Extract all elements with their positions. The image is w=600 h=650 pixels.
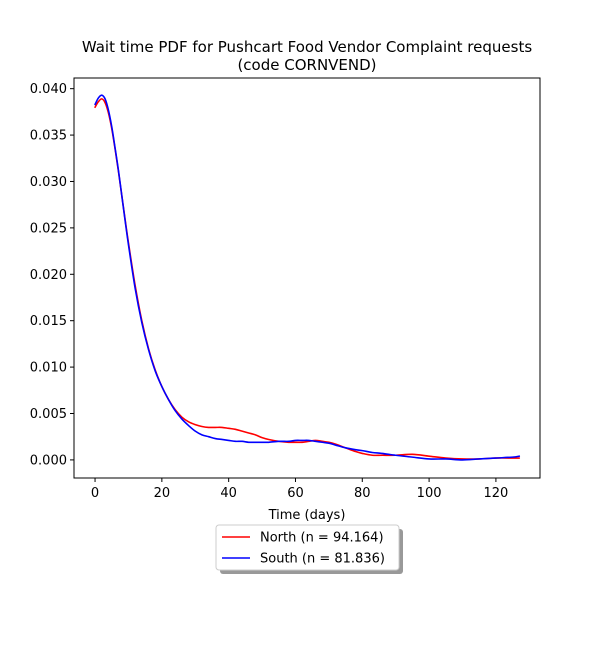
y-tick-label: 0.005 xyxy=(30,407,67,422)
series-line-south xyxy=(94,94,521,461)
x-tick-label: 100 xyxy=(417,486,442,501)
y-tick-label: 0.015 xyxy=(30,314,67,329)
legend-label-north: North (n = 94.164) xyxy=(260,531,384,546)
legend: North (n = 94.164) South (n = 81.836) xyxy=(215,524,403,574)
x-tick-label: 40 xyxy=(220,486,237,501)
x-tick-label: 80 xyxy=(354,486,371,501)
plot-lines xyxy=(94,94,521,461)
y-tick-label: 0.000 xyxy=(30,453,67,468)
x-tick-label: 0 xyxy=(91,486,99,501)
x-tick-label: 60 xyxy=(287,486,304,501)
legend-entries: North (n = 94.164) South (n = 81.836) xyxy=(222,531,385,567)
y-tick-label: 0.010 xyxy=(30,361,67,376)
y-tick-label: 0.030 xyxy=(30,175,67,190)
x-tick-label: 20 xyxy=(154,486,171,501)
x-tick-label: 120 xyxy=(483,486,508,501)
legend-box xyxy=(215,524,400,571)
plot-frame xyxy=(73,77,541,479)
y-axis-ticks: 0.000 0.005 0.010 0.015 0.020 0.025 0.030 0.035… xyxy=(30,82,74,468)
y-tick-label: 0.020 xyxy=(30,268,67,283)
series-line-north xyxy=(94,98,521,460)
legend-label-south: South (n = 81.836) xyxy=(260,552,385,567)
y-tick-label: 0.025 xyxy=(30,221,67,236)
y-tick-label: 0.040 xyxy=(30,82,67,97)
y-tick-label: 0.035 xyxy=(30,129,67,144)
chart-title-line-1: Wait time PDF for Pushcart Food Vendor C… xyxy=(82,38,532,56)
x-axis-label: Time (days) xyxy=(268,508,346,523)
x-axis-ticks: 0 20 40 60 80 100 120 xyxy=(91,478,508,501)
chart-title-line-2: (code CORNVEND) xyxy=(237,56,376,74)
